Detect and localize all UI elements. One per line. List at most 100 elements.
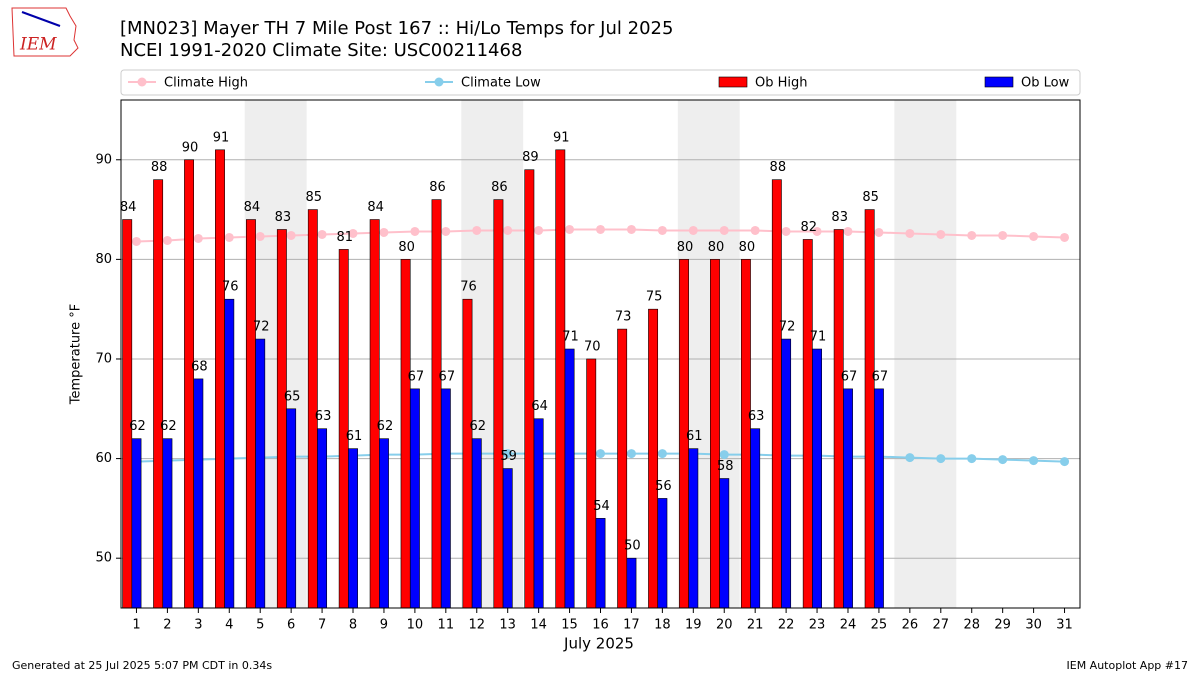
data-label: 63 [315,409,332,424]
data-label: 67 [408,369,425,384]
bar [533,418,544,609]
bar [781,338,792,609]
point [688,225,698,235]
point [503,225,513,235]
bar [595,518,606,609]
x-tick-label: 29 [994,618,1011,633]
y-tick-label: 50 [95,551,112,566]
data-label: 62 [377,419,394,434]
data-label: 50 [624,539,641,554]
point [1060,457,1070,467]
data-label: 85 [862,190,879,205]
data-label: 62 [469,419,486,434]
point [626,449,636,459]
data-label: 59 [500,449,517,464]
x-tick-label: 5 [256,618,264,633]
point [503,449,513,459]
bar [409,388,420,609]
point [534,225,544,235]
point [750,225,760,235]
data-label: 91 [553,130,570,145]
x-tick-label: 4 [225,618,233,633]
bar [255,338,266,609]
point [719,450,729,460]
data-label: 72 [779,320,796,335]
data-label: 90 [182,140,199,155]
x-tick-label: 28 [963,618,980,633]
bar [555,149,566,609]
point [905,453,915,463]
data-label: 84 [244,200,261,215]
x-tick-label: 6 [287,618,295,633]
bar [162,438,173,609]
x-tick-label: 13 [499,618,516,633]
point [317,229,327,239]
legend-box [120,69,1081,96]
y-tick-label: 70 [95,351,112,366]
data-label: 71 [810,330,827,345]
x-tick-label: 9 [380,618,388,633]
x-tick-label: 16 [592,618,609,633]
bar [184,159,194,609]
point [379,227,389,237]
point [998,230,1008,240]
x-tick-label: 12 [468,618,485,633]
data-label: 67 [439,369,456,384]
data-label: 71 [562,330,579,345]
legend-swatch [718,76,748,88]
legend-marker [137,77,147,87]
legend-label: Climate High [164,76,248,91]
data-label: 62 [160,419,177,434]
x-tick-label: 21 [747,618,764,633]
point [998,455,1008,465]
logo: IEM [11,7,79,57]
data-label: 82 [800,220,817,235]
data-label: 81 [336,230,353,245]
bar [379,438,389,609]
data-label: 67 [841,369,858,384]
data-label: 80 [398,240,415,255]
x-tick-label: 2 [163,618,171,633]
x-tick-label: 15 [561,618,578,633]
data-label: 80 [677,240,694,255]
shaded-span [894,100,957,608]
x-tick-label: 24 [840,618,857,633]
bar [493,199,504,609]
point [905,228,915,238]
data-label: 61 [346,429,363,444]
bar [688,448,699,609]
plot-frame [120,99,1081,609]
bar [471,438,482,609]
data-label: 85 [306,190,323,205]
data-label: 75 [646,290,663,305]
point [657,449,667,459]
data-label: 61 [686,429,703,444]
data-label: 62 [129,419,146,434]
data-label: 86 [491,180,508,195]
point [657,225,667,235]
x-tick-label: 26 [902,618,919,633]
chart-title: [MN023] Mayer TH 7 Mile Post 167 :: Hi/L… [120,18,673,39]
data-label: 56 [655,479,672,494]
legend-swatch [984,76,1014,88]
data-label: 65 [284,389,301,404]
x-tick-label: 1 [132,618,140,633]
data-label: 76 [460,280,477,295]
logo-text: IEM [19,35,57,55]
x-tick-label: 22 [778,618,795,633]
x-tick-label: 19 [685,618,702,633]
point [410,226,420,236]
x-axis-label: July 2025 [563,635,634,653]
point [472,225,482,235]
data-label: 73 [615,310,632,325]
bar [586,358,597,609]
data-label: 89 [522,150,539,165]
logo-mark [21,11,61,27]
data-label: 83 [831,210,848,225]
y-tick-label: 80 [95,252,112,267]
bar [873,388,884,609]
point [626,224,636,234]
bar [276,229,287,609]
x-tick-label: 11 [438,618,455,633]
legend-marker [434,77,444,87]
